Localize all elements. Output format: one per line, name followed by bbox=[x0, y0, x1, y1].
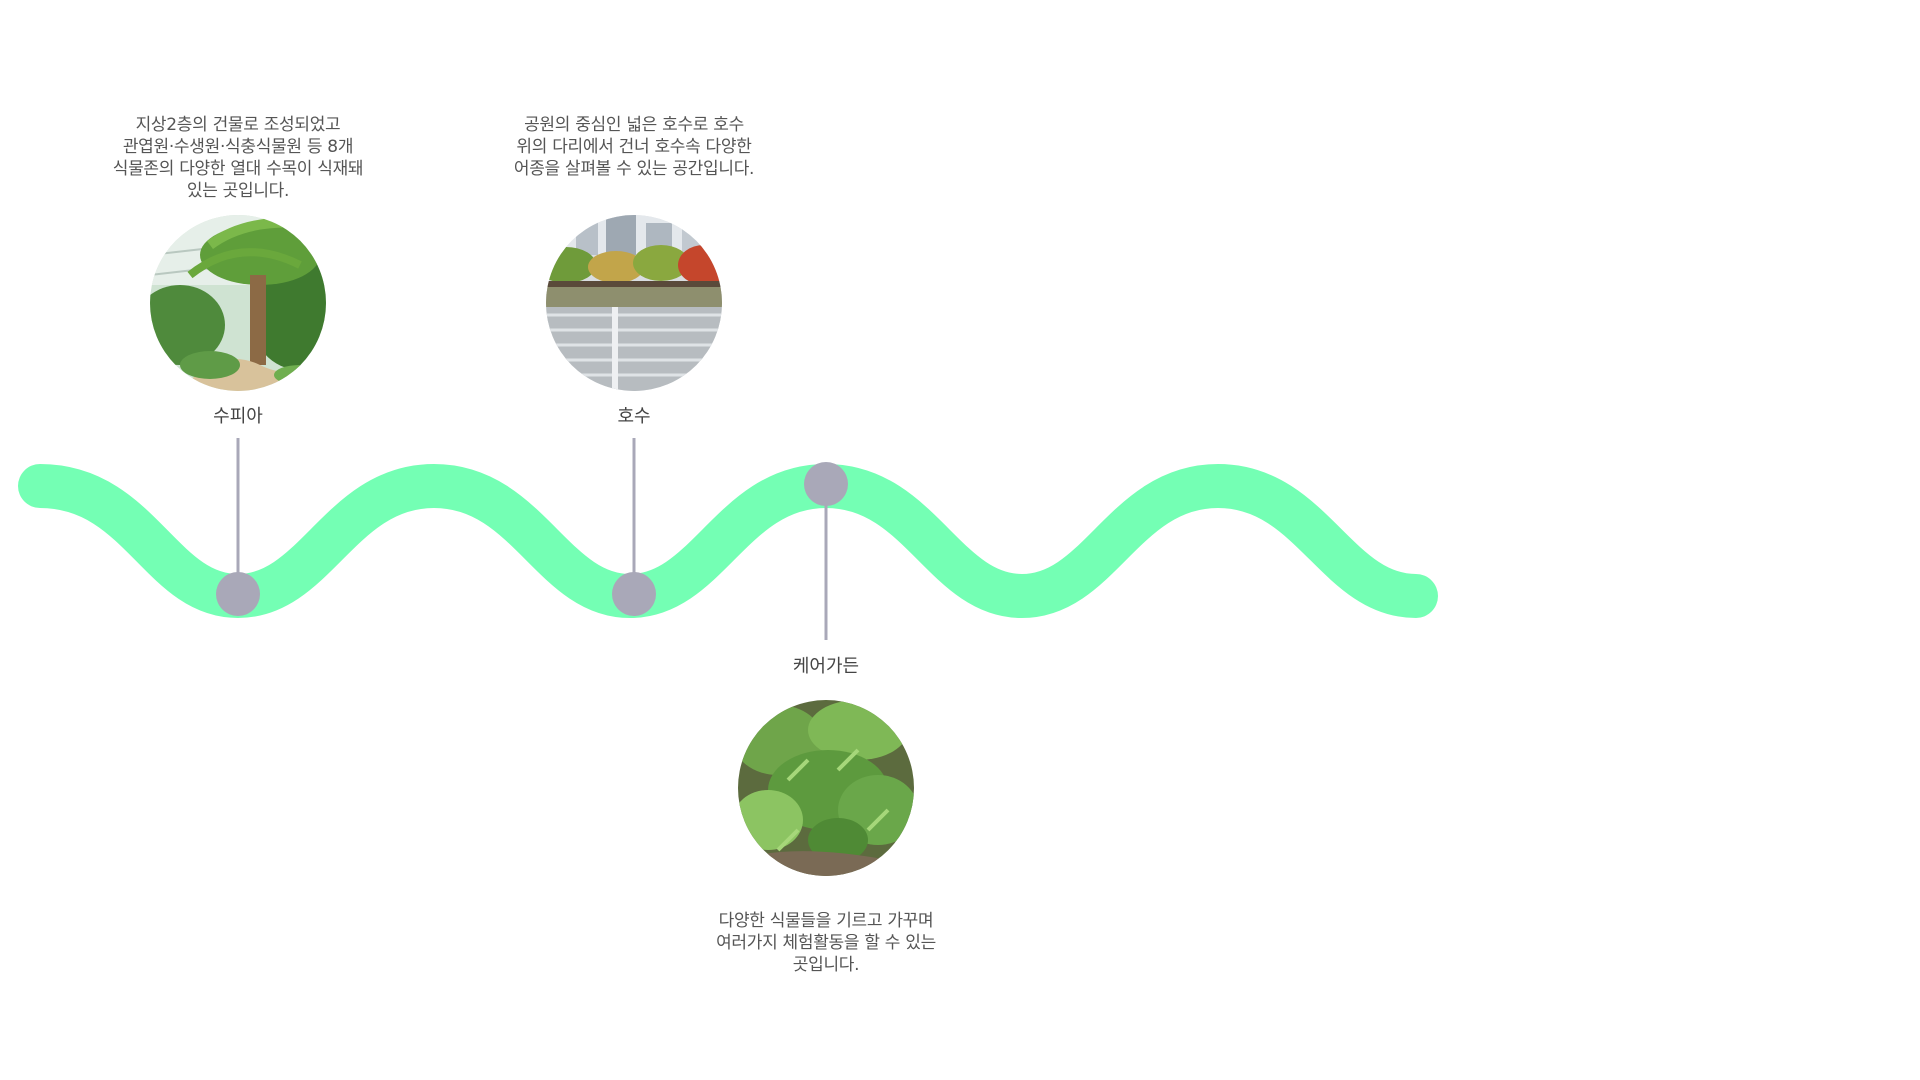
timeline-marker-caregarden[interactable] bbox=[804, 462, 848, 506]
stop-description-lake: 공원의 중심인 넓은 호수로 호수 위의 다리에서 건너 호수속 다양한 어종을… bbox=[513, 115, 755, 179]
garden-photo-icon bbox=[738, 700, 914, 876]
timeline-marker-lake[interactable] bbox=[612, 572, 656, 616]
stop-photo-supia[interactable] bbox=[150, 215, 326, 391]
lake-photo-icon bbox=[546, 215, 722, 391]
stop-label-lake[interactable]: 호수 bbox=[617, 406, 651, 427]
stop-description-caregarden: 다양한 식물들을 기르고 가꾸며 여러가지 체험활동을 할 수 있는 곳입니다. bbox=[716, 911, 936, 975]
stop-photo-lake[interactable] bbox=[546, 215, 722, 391]
timeline-marker-supia[interactable] bbox=[216, 572, 260, 616]
stop-label-caregarden[interactable]: 케어가든 bbox=[792, 656, 860, 677]
stop-label-supia[interactable]: 수피아 bbox=[213, 406, 263, 427]
stop-description-supia: 지상2층의 건물로 조성되었고 관엽원·수생원·식충식물원 등 8개 식물존의 … bbox=[112, 115, 364, 201]
stop-photo-caregarden[interactable] bbox=[738, 700, 914, 876]
greenhouse-photo-icon bbox=[150, 215, 326, 391]
